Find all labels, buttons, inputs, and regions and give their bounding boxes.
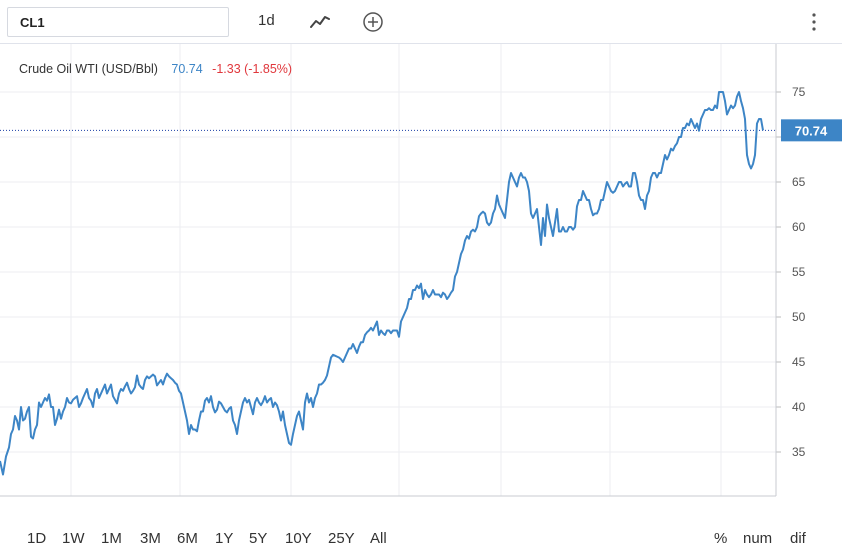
legend-change: -1.33 (-1.85%) bbox=[212, 62, 293, 76]
legend-name: Crude Oil WTI (USD/Bbl) bbox=[19, 62, 158, 76]
symbol-input[interactable]: CL1 bbox=[7, 7, 229, 37]
chart-legend: Crude Oil WTI (USD/Bbl) 70.74 -1.33 (-1.… bbox=[19, 62, 292, 76]
range-5y-button[interactable]: 5Y bbox=[249, 530, 268, 547]
range-3m-button[interactable]: 3M bbox=[140, 530, 161, 547]
dif-toggle[interactable]: dif bbox=[790, 530, 806, 547]
range-all-button[interactable]: All bbox=[370, 530, 387, 547]
more-vertical-icon[interactable] bbox=[803, 11, 825, 33]
num-toggle[interactable]: num bbox=[743, 530, 773, 547]
y-tick-label: 45 bbox=[792, 355, 806, 369]
y-tick-label: 35 bbox=[792, 445, 806, 459]
range-bar: 1D 1W 1M 3M 6M 1Y 5Y 10Y 25Y All % num d… bbox=[0, 526, 842, 556]
y-tick-label: 40 bbox=[792, 400, 806, 414]
y-tick-label: 50 bbox=[792, 310, 806, 324]
price-tag-label: 70.74 bbox=[795, 123, 828, 138]
range-1y-button[interactable]: 1Y bbox=[215, 530, 234, 547]
range-6m-button[interactable]: 6M bbox=[177, 530, 198, 547]
line-chart-icon[interactable] bbox=[309, 11, 331, 33]
y-tick-label: 55 bbox=[792, 265, 806, 279]
chart-toolbar: CL1 1d bbox=[0, 0, 842, 44]
range-1d-button[interactable]: 1D bbox=[27, 530, 47, 547]
plus-circle-icon[interactable] bbox=[362, 11, 384, 33]
range-25y-button[interactable]: 25Y bbox=[328, 530, 355, 547]
range-10y-button[interactable]: 10Y bbox=[285, 530, 312, 547]
symbol-text: CL1 bbox=[20, 15, 45, 30]
interval-button[interactable]: 1d bbox=[258, 12, 275, 29]
price-chart[interactable]: 354045505560657075JulSepNov2021MarMayJul… bbox=[0, 44, 842, 500]
price-tag bbox=[781, 119, 842, 142]
percent-toggle[interactable]: % bbox=[714, 530, 728, 547]
series-line bbox=[0, 91, 764, 476]
y-tick-label: 60 bbox=[792, 220, 806, 234]
legend-last-value: 70.74 bbox=[171, 62, 203, 76]
range-1m-button[interactable]: 1M bbox=[101, 530, 122, 547]
range-1w-button[interactable]: 1W bbox=[62, 530, 85, 547]
y-tick-label: 65 bbox=[792, 175, 806, 189]
y-tick-label: 75 bbox=[792, 85, 806, 99]
